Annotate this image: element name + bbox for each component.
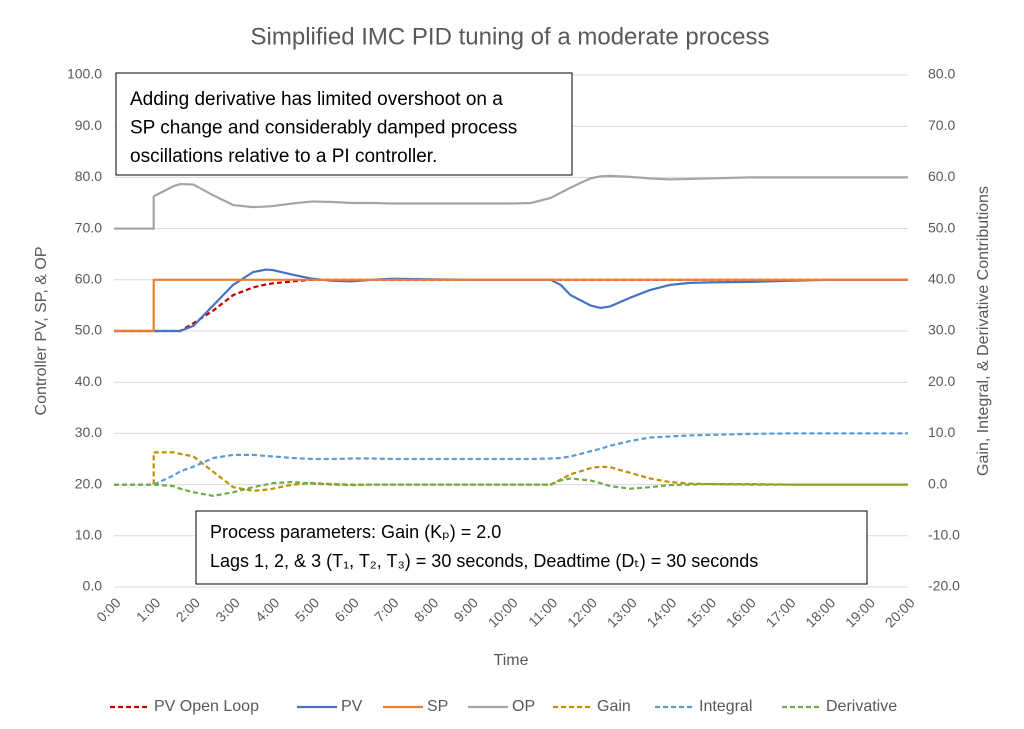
x-tick-label: 5:00	[292, 594, 323, 625]
y2-tick-label: 80.0	[928, 66, 955, 82]
legend-label: PV Open Loop	[154, 698, 259, 715]
x-tick-label: 17:00	[763, 594, 799, 630]
y2-tick-label: 30.0	[928, 322, 955, 338]
y2-tick-label: 50.0	[928, 219, 955, 235]
annotation-box	[195, 510, 868, 585]
legend-label: OP	[512, 698, 535, 715]
x-tick-label: 1:00	[133, 594, 164, 625]
y-tick-label: 0.0	[83, 578, 103, 594]
y-tick-label: 70.0	[75, 219, 102, 235]
x-tick-label: 7:00	[371, 594, 402, 625]
annotation-text: Adding derivative has limited overshoot …	[130, 89, 503, 110]
x-tick-label: 14:00	[643, 594, 679, 630]
x-tick-label: 6:00	[331, 594, 362, 625]
annotation-box	[115, 72, 573, 176]
y-tick-label: 30.0	[75, 424, 102, 440]
y2-tick-label: -10.0	[928, 527, 960, 543]
y2-tick-label: 60.0	[928, 168, 955, 184]
y-tick-label: 50.0	[75, 322, 102, 338]
legend-label: PV	[341, 698, 363, 715]
series-line	[114, 278, 908, 333]
y-tick-label: 80.0	[75, 168, 102, 184]
x-tick-label: 15:00	[683, 594, 719, 630]
x-tick-label: 0:00	[93, 594, 124, 625]
x-tick-label: 20:00	[882, 594, 918, 630]
y-tick-label: 90.0	[75, 117, 102, 133]
x-tick-label: 8:00	[411, 594, 442, 625]
y-tick-label: 40.0	[75, 373, 102, 389]
y-axis-label: Controller PV, SP, & OP	[33, 247, 50, 416]
y2-axis-label: Gain, Integral, & Derivative Contributio…	[975, 186, 992, 476]
x-tick-label: 13:00	[604, 594, 640, 630]
legend-label: SP	[427, 698, 448, 715]
series-line	[114, 432, 908, 486]
series-line	[114, 278, 908, 333]
x-tick-label: 16:00	[723, 594, 759, 630]
y-tick-label: 60.0	[75, 271, 102, 287]
x-tick-label: 3:00	[212, 594, 243, 625]
x-tick-label: 18:00	[802, 594, 838, 630]
y2-tick-label: -20.0	[928, 578, 960, 594]
x-axis-label: Time	[494, 652, 529, 669]
x-tick-label: 10:00	[485, 594, 521, 630]
y-tick-label: 100.0	[67, 66, 102, 82]
series-line	[114, 174, 908, 230]
annotation-text: Lags 1, 2, & 3 (T₁, T₂, T₃) = 30 seconds…	[210, 551, 758, 571]
y2-tick-label: 0.0	[928, 475, 948, 491]
x-tick-label: 12:00	[564, 594, 600, 630]
y2-tick-label: 20.0	[928, 373, 955, 389]
annotation-text: SP change and considerably damped proces…	[130, 118, 517, 139]
x-tick-label: 9:00	[450, 594, 481, 625]
legend-label: Integral	[699, 698, 752, 715]
chart-title: Simplified IMC PID tuning of a moderate …	[251, 23, 770, 50]
y2-tick-label: 40.0	[928, 271, 955, 287]
y-tick-label: 20.0	[75, 475, 102, 491]
legend-label: Derivative	[826, 698, 897, 715]
x-tick-label: 19:00	[842, 594, 878, 630]
series-line	[114, 477, 908, 497]
x-tick-label: 4:00	[252, 594, 283, 625]
y-tick-label: 10.0	[75, 527, 102, 543]
x-tick-label: 2:00	[173, 594, 204, 625]
annotation-text: Process parameters: Gain (Kₚ) = 2.0	[210, 522, 501, 542]
y2-tick-label: 70.0	[928, 117, 955, 133]
x-tick-label: 11:00	[525, 594, 561, 630]
y2-tick-label: 10.0	[928, 424, 955, 440]
annotation-text: oscillations relative to a PI controller…	[130, 146, 437, 167]
legend-label: Gain	[597, 698, 631, 715]
